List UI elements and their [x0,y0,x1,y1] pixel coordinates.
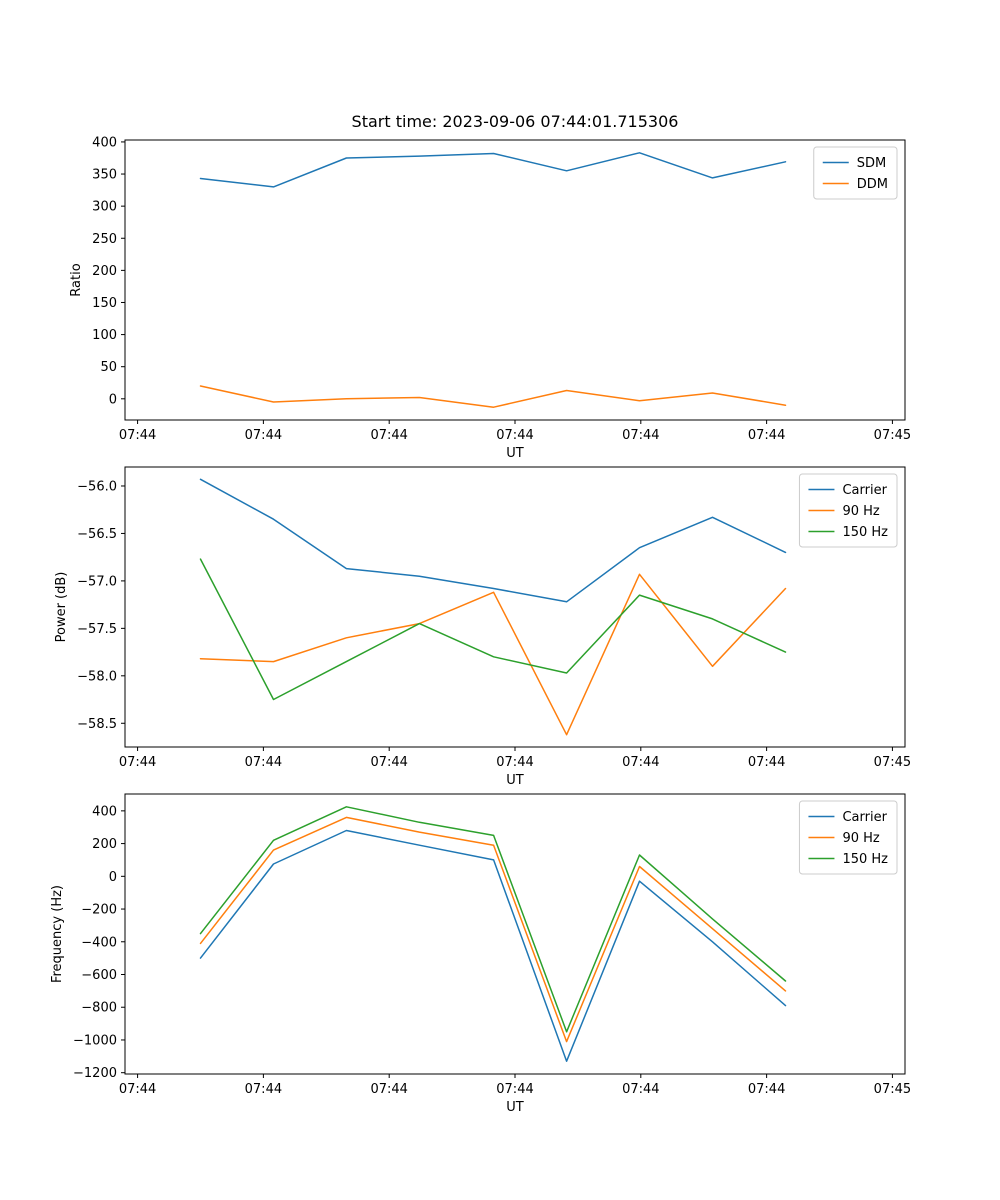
x-axis-label: UT [506,1100,524,1115]
x-tick-label: 07:44 [245,1082,282,1097]
legend-label: SDM [857,156,886,171]
series-line-150-hz [199,558,787,701]
y-tick-label: 100 [92,328,117,343]
y-tick-label: 0 [109,870,117,885]
legend-label: 90 Hz [842,504,879,519]
y-tick-label: 350 [92,168,117,183]
x-tick-label: 07:44 [119,1082,156,1097]
legend: SDM DDM [813,146,898,200]
axes-frame [124,139,906,421]
series-line-90-hz [199,573,787,736]
x-tick-label: 07:44 [245,428,282,443]
y-tick-label: −800 [81,1001,117,1016]
y-tick-label: 300 [92,200,117,215]
x-tick-label: 07:44 [748,428,785,443]
x-tick-label: 07:44 [496,1082,533,1097]
legend-label: 150 Hz [842,852,888,867]
legend-label: Carrier [842,483,887,498]
series-line-ddm [199,385,787,408]
y-tick-label: −200 [81,903,117,918]
y-tick-label: 200 [92,264,117,279]
series-line-sdm [199,152,787,188]
ratio-subplot: 07:44 07:44 07:44 07:44 07:44 07:44 07:45 0 50 10… [69,135,911,461]
x-tick-label: 07:44 [119,755,156,770]
x-tick-label: 07:44 [496,755,533,770]
frequency-subplot: 07:44 07:44 07:44 07:44 07:44 07:44 07:45 −1200… [50,793,911,1115]
legend-frame [798,800,898,875]
x-tick-label: 07:45 [874,1082,911,1097]
y-tick-label: 50 [100,360,117,375]
y-tick-label: −600 [81,968,117,983]
legend-frame [813,146,898,200]
x-axis-label: UT [506,446,524,461]
x-tick-label: 07:44 [370,428,407,443]
legend: Carrier 90 Hz 150 Hz [798,800,898,875]
y-tick-label: −58.0 [77,669,117,684]
x-tick-label: 07:44 [622,1082,659,1097]
y-tick-label: −58.5 [77,717,117,732]
y-tick-label: 250 [92,232,117,247]
x-tick-label: 07:44 [496,428,533,443]
x-tick-label: 07:44 [245,755,282,770]
legend-label: 150 Hz [842,525,888,540]
x-tick-label: 07:44 [622,428,659,443]
series-line-carrier [199,829,787,1062]
x-tick-label: 07:44 [370,1082,407,1097]
x-tick-label: 07:44 [748,1082,785,1097]
legend-label: 90 Hz [842,831,879,846]
x-tick-label: 07:44 [748,755,785,770]
x-tick-label: 07:45 [874,428,911,443]
y-tick-label: 150 [92,296,117,311]
series-line-carrier [199,478,787,603]
x-tick-label: 07:44 [370,755,407,770]
x-tick-label: 07:44 [622,755,659,770]
y-tick-label: −1200 [73,1066,117,1081]
y-tick-label: −400 [81,935,117,950]
axes-frame [124,466,906,748]
legend-label: DDM [857,177,888,192]
y-tick-label: −56.0 [77,479,117,494]
legend-frame [798,473,898,548]
x-axis-label: UT [506,773,524,788]
y-tick-label: −57.5 [77,622,117,637]
y-tick-label: −56.5 [77,527,117,542]
y-tick-label: −57.0 [77,574,117,589]
axes-frame [124,793,906,1075]
y-tick-label: 0 [109,392,117,407]
series-line-150-hz [199,806,787,1033]
y-axis-label: Power (dB) [54,572,69,643]
y-tick-label: 400 [92,135,117,150]
series-line-90-hz [199,816,787,1043]
y-axis-label: Frequency (Hz) [50,885,65,983]
legend-label: Carrier [842,810,887,825]
x-tick-label: 07:45 [874,755,911,770]
figure-title: Start time: 2023-09-06 07:44:01.715306 [351,112,679,131]
y-axis-label: Ratio [69,263,84,296]
power-subplot: 07:44 07:44 07:44 07:44 07:44 07:44 07:45 −58.5… [54,466,911,788]
x-tick-label: 07:44 [119,428,156,443]
legend: Carrier 90 Hz 150 Hz [798,473,898,548]
y-tick-label: −1000 [73,1033,117,1048]
y-tick-label: 200 [92,837,117,852]
y-tick-label: 400 [92,804,117,819]
